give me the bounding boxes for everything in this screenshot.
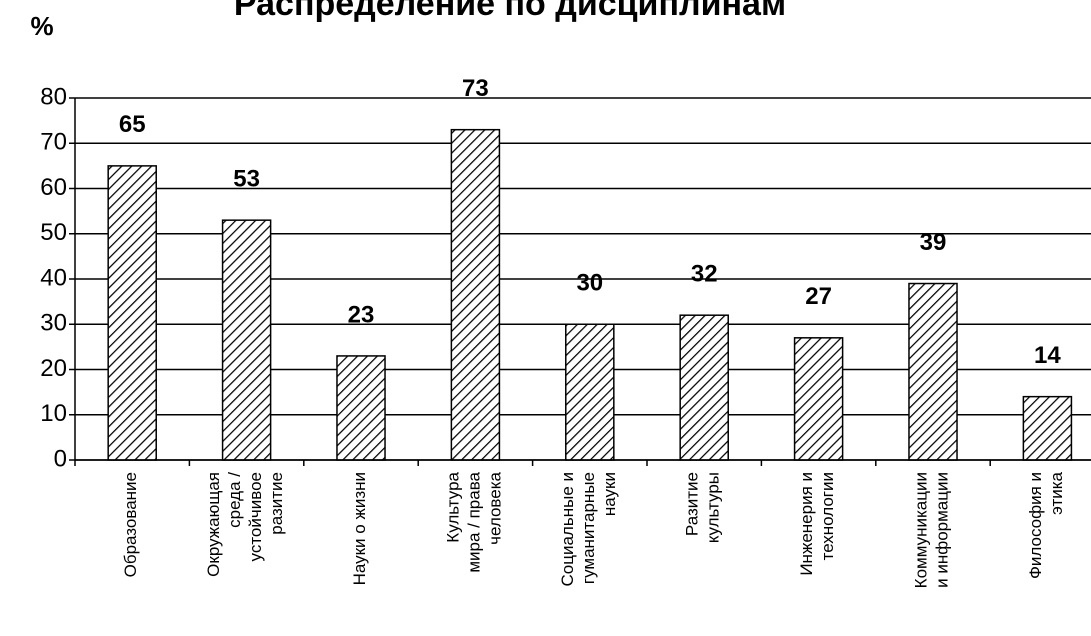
chart-title: Распределение по дисциплинам — [234, 0, 786, 23]
bar — [450, 128, 501, 461]
y-tick-label: 10 — [40, 400, 67, 427]
bar — [221, 219, 272, 461]
bar — [565, 323, 615, 461]
y-tick-label: 30 — [40, 310, 67, 337]
bar — [107, 165, 157, 461]
y-tick-label: 70 — [40, 129, 67, 156]
x-tick-label: Инженерия и технологии — [798, 472, 838, 576]
x-tick-label: Разитие культуры — [683, 472, 723, 543]
x-tick-label: Культура мира / права человека — [444, 471, 505, 572]
y-axis-label: % — [30, 11, 53, 41]
x-tick-label: Философия и этика — [1026, 471, 1066, 579]
data-label: 14 — [1034, 342, 1061, 369]
bar — [793, 337, 844, 461]
y-tick-label: 60 — [40, 174, 67, 201]
data-label: 73 — [462, 75, 489, 102]
y-tick-label: 80 — [40, 83, 67, 110]
bar — [336, 355, 386, 461]
bar — [1022, 395, 1073, 461]
data-label: 23 — [348, 301, 375, 328]
data-label: 53 — [233, 166, 260, 193]
x-tick-label: Коммуникации и информации — [912, 472, 952, 588]
x-tick-label: Науки о жизни — [350, 472, 369, 585]
data-label: 39 — [920, 229, 947, 256]
data-label: 27 — [805, 283, 832, 310]
data-label: 65 — [119, 111, 146, 138]
y-tick-label: 0 — [54, 445, 67, 472]
x-tick-label: Окружающая среда / устойчивое разитие — [205, 472, 287, 577]
x-tick-label: Социальные и гуманитарные науки — [558, 472, 619, 586]
bar — [679, 314, 729, 461]
y-tick-label: 20 — [40, 355, 67, 382]
x-tick-label: Образование — [122, 472, 141, 577]
data-label: 32 — [691, 261, 718, 288]
bar — [908, 282, 958, 461]
data-label: 30 — [576, 270, 603, 297]
y-tick-label: 40 — [40, 264, 67, 291]
y-tick-label: 50 — [40, 219, 67, 246]
